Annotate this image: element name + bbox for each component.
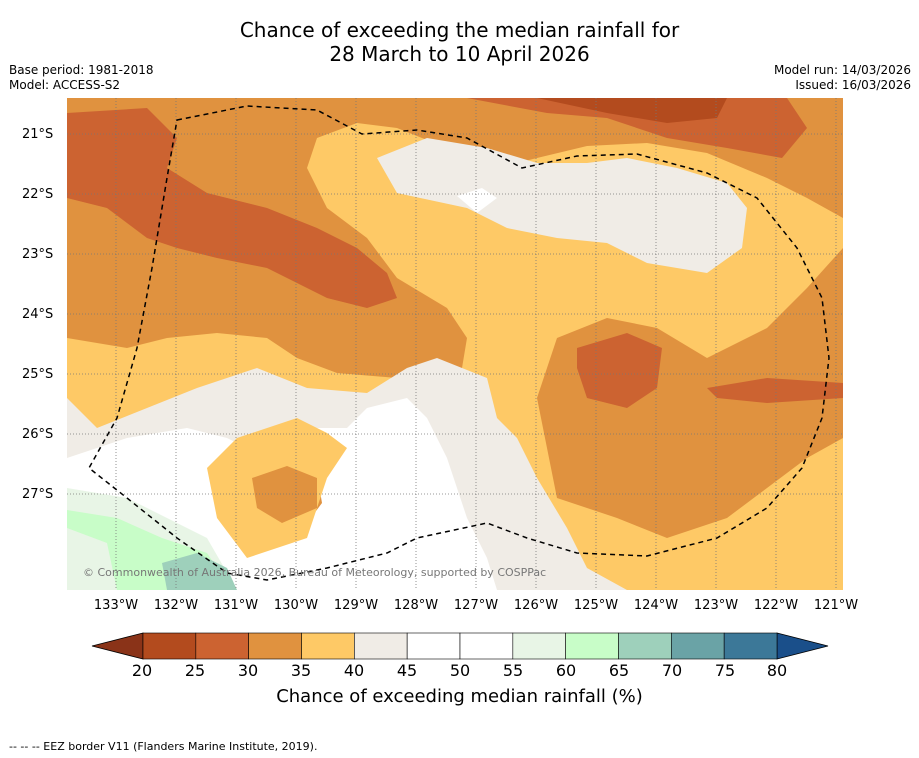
colorbar-title: Chance of exceeding median rainfall (%) [276, 686, 643, 707]
lon-label-125: 125°W [573, 598, 619, 613]
colorbar-segment [723, 632, 778, 660]
lon-label-129: 129°W [333, 598, 379, 613]
band-25-30-east [577, 333, 662, 408]
lat-label-26: 26°S [22, 427, 54, 442]
cb-tick-70: 70 [661, 661, 683, 680]
model-name: Model: ACCESS-S2 [9, 78, 121, 92]
band-65-70 [162, 553, 237, 590]
map-svg [67, 98, 843, 590]
lon-label-121: 121°W [813, 598, 859, 613]
meta-left: Base period: 1981-2018 Model: ACCESS-S2 [9, 63, 154, 93]
band-40-45-north [377, 138, 747, 273]
band-25-30-northwest [67, 108, 397, 308]
colorbar-segment [406, 632, 461, 660]
lon-label-133: 133°W [93, 598, 139, 613]
band-55-60-west [67, 528, 117, 590]
model-run: Model run: 14/03/2026 [773, 63, 911, 77]
lat-label-23: 23°S [22, 247, 54, 262]
band-30-35-south-patch-2 [252, 466, 317, 523]
lon-label-126: 126°W [513, 598, 559, 613]
band-30-35-north [67, 98, 843, 378]
colorbar-segment [301, 632, 355, 660]
colorbar-segment [512, 632, 566, 660]
cb-tick-30: 30 [237, 661, 259, 680]
colorbar [90, 630, 830, 662]
colorbar-segment [248, 632, 302, 660]
lon-label-132: 132°W [153, 598, 199, 613]
meta-right: Model run: 14/03/2026 Issued: 16/03/2026 [774, 63, 911, 93]
cb-tick-75: 75 [714, 661, 736, 680]
title-line-2: 28 March to 10 April 2026 [329, 42, 590, 66]
lon-label-131: 131°W [213, 598, 259, 613]
band-25-30-northeast [467, 98, 807, 158]
eez-border [88, 105, 830, 581]
colorbar-segment [459, 632, 514, 660]
band-30-35-east [537, 248, 843, 538]
eez-footnote: -- -- -- EEZ border V11 (Flanders Marine… [9, 740, 318, 753]
lon-label-130: 130°W [273, 598, 319, 613]
colorbar-segment [354, 632, 408, 660]
band-20-25-top [537, 98, 727, 123]
cb-tick-65: 65 [608, 661, 630, 680]
lat-label-22: 22°S [22, 187, 54, 202]
colorbar-segment [195, 632, 249, 660]
lon-label-127: 127°W [453, 598, 499, 613]
graticule [67, 98, 843, 590]
base-period: Base period: 1981-2018 [9, 63, 154, 77]
cb-tick-80: 80 [766, 661, 788, 680]
colorbar-segment [565, 632, 619, 660]
colorbar-segment [142, 632, 197, 660]
cb-tick-50: 50 [449, 661, 471, 680]
cb-tick-60: 60 [555, 661, 577, 680]
colorbar-low-extend [91, 632, 144, 660]
cb-tick-20: 20 [131, 661, 153, 680]
cb-tick-35: 35 [290, 661, 312, 680]
map-copyright: © Commonwealth of Australia 2026, Bureau… [83, 566, 547, 579]
lon-label-124: 124°W [633, 598, 679, 613]
lon-label-128: 128°W [393, 598, 439, 613]
issued-date: Issued: 16/03/2026 [795, 78, 911, 92]
lat-label-21: 21°S [22, 127, 54, 142]
lat-label-24: 24°S [22, 307, 54, 322]
lat-label-25: 25°S [22, 367, 54, 382]
cb-tick-25: 25 [184, 661, 206, 680]
title-line-1: Chance of exceeding the median rainfall … [239, 18, 680, 42]
colorbar-segment [618, 632, 672, 660]
colorbar-high-extend [776, 632, 829, 660]
lon-label-122: 122°W [753, 598, 799, 613]
colorbar-svg [91, 632, 829, 660]
rainfall-map [67, 98, 843, 590]
colorbar-segment [671, 632, 725, 660]
chart-title: Chance of exceeding the median rainfall … [0, 18, 919, 66]
cb-tick-45: 45 [396, 661, 418, 680]
lat-label-27: 27°S [22, 487, 54, 502]
cb-tick-40: 40 [343, 661, 365, 680]
cb-tick-55: 55 [502, 661, 524, 680]
band-25-30-far-east [707, 378, 843, 403]
lon-label-123: 123°W [693, 598, 739, 613]
